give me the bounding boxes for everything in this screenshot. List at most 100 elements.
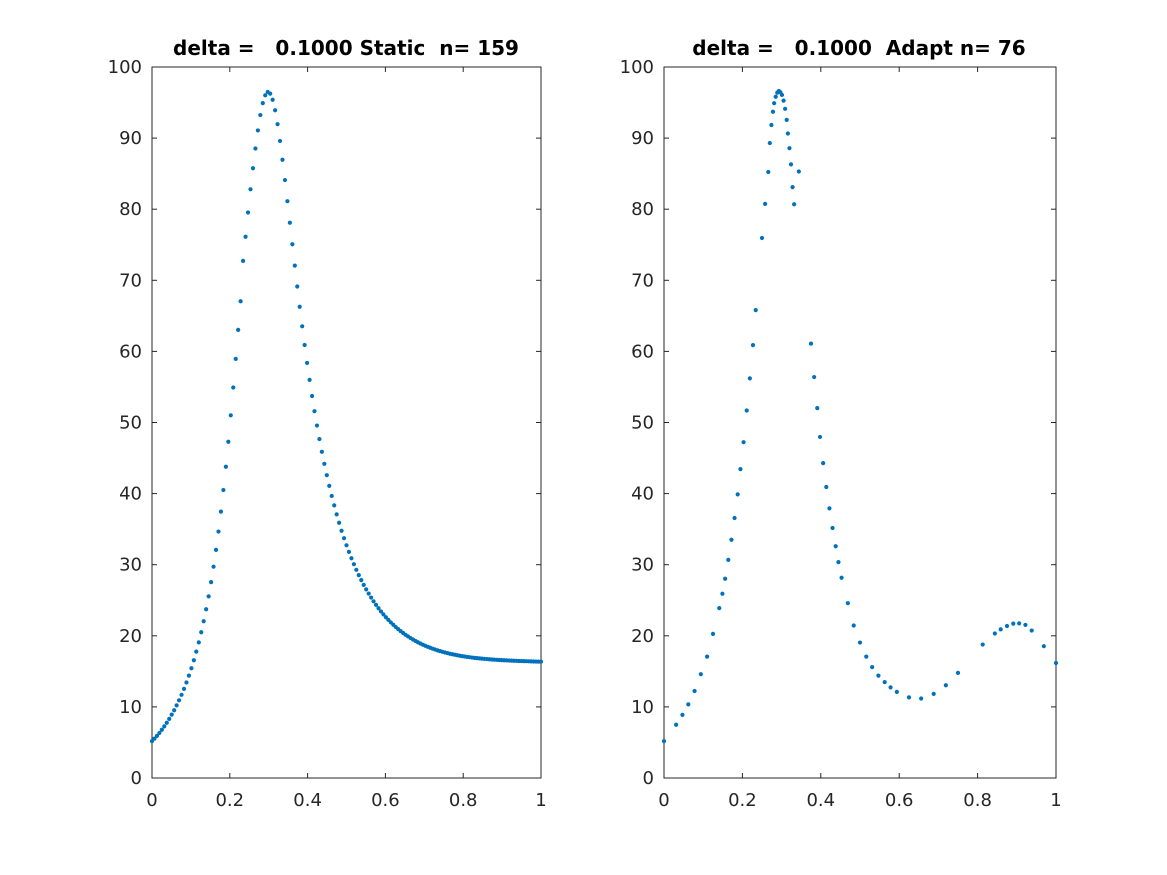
adapt-data-point (747, 376, 752, 381)
static-data-point (263, 93, 268, 98)
adapt-data-point (738, 467, 743, 472)
adapt-data-point (919, 696, 924, 701)
adapt-data-point (732, 515, 737, 521)
static-y-tick-label: 70 (119, 270, 142, 291)
adapt-data-point (888, 685, 893, 690)
adapt-y-tick-label: 20 (631, 626, 654, 647)
adapt-data-point (773, 94, 778, 99)
static-data-point (201, 619, 206, 624)
static-data-point (317, 436, 322, 442)
static-data-point (243, 234, 248, 239)
adapt-data-point (955, 670, 961, 675)
static-data-point (334, 512, 339, 517)
static-data-point (169, 712, 174, 717)
adapt-data-point (833, 544, 838, 549)
static-data-point (186, 673, 192, 678)
static-data-point (383, 615, 389, 620)
static-data-point (349, 556, 354, 561)
adapt-data-point (781, 98, 786, 103)
static-y-tick-label: 100 (108, 57, 142, 78)
adapt-data-point (931, 691, 936, 696)
adapt-y-tick-label: 70 (631, 270, 654, 291)
static-data-point (260, 101, 265, 106)
static-data-point (300, 324, 305, 329)
adapt-data-point (763, 201, 768, 206)
static-data-point (322, 461, 327, 466)
static-data-point (364, 587, 369, 592)
static-y-tick-label: 90 (119, 128, 142, 149)
static-data-point (174, 703, 179, 708)
adapt-data-point (766, 169, 771, 175)
static-data-point (275, 122, 280, 127)
static-data-point (327, 483, 332, 488)
adapt-data-point (943, 683, 948, 688)
static-data-point (179, 692, 184, 697)
static-data-point (376, 606, 381, 611)
static-data-point (154, 733, 160, 738)
adapt-data-point (705, 654, 710, 659)
adapt-x-tick-label: 0.6 (885, 790, 914, 811)
static-data-point (332, 503, 337, 508)
adapt-data-point (783, 106, 788, 111)
static-plot-title: delta = 0.1000 Static n= 159 (173, 36, 519, 60)
adapt-data-point (790, 185, 795, 190)
adapt-data-point (750, 343, 756, 348)
static-data-point (204, 607, 209, 612)
adapt-data-point (864, 654, 869, 659)
adapt-data-point (772, 101, 777, 106)
static-data-point (159, 727, 164, 732)
static-data-point (359, 578, 364, 583)
adapt-data-point (661, 739, 667, 744)
adapt-data-point (824, 484, 829, 490)
static-data-point (253, 146, 258, 151)
static-data-point (381, 612, 386, 617)
adapt-data-point (753, 308, 758, 313)
adapt-data-point (1041, 644, 1046, 649)
adapt-y-tick-label: 30 (631, 555, 654, 576)
static-data-point (164, 720, 169, 725)
adapt-data-point (1029, 628, 1034, 633)
adapt-data-point (698, 672, 703, 677)
static-y-tick-label: 0 (131, 768, 142, 789)
adapt-data-point (815, 406, 820, 411)
adapt-data-point (723, 576, 728, 581)
static-data-point (176, 698, 182, 703)
static-data-point (307, 377, 312, 383)
adapt-data-point (784, 117, 789, 122)
adapt-data-point (870, 664, 875, 670)
static-data-point (329, 493, 334, 499)
static-data-point (181, 686, 187, 692)
static-data-point (356, 573, 361, 578)
adapt-y-tick-label: 100 (620, 57, 654, 78)
static-data-point (282, 177, 288, 183)
static-data-point (290, 242, 295, 247)
static-y-tick-label: 60 (119, 341, 142, 362)
adapt-data-point (717, 606, 722, 611)
static-data-point (309, 393, 315, 399)
adapt-data-point (785, 131, 790, 136)
static-y-tick-label: 50 (119, 413, 142, 434)
adapt-data-point (836, 560, 841, 565)
static-x-tick-label: 0.8 (449, 790, 478, 811)
adapt-data-point (710, 631, 716, 636)
static-data-point (258, 112, 263, 118)
adapt-data-point (817, 434, 823, 440)
static-data-point (324, 473, 329, 478)
adapt-x-tick-label: 0.4 (806, 790, 835, 811)
static-data-point (339, 528, 344, 533)
static-data-point (191, 658, 196, 663)
static-data-point (292, 263, 297, 268)
static-data-point (373, 602, 379, 607)
static-data-point (314, 423, 320, 428)
adapt-data-point (769, 122, 774, 128)
adapt-data-point (839, 575, 844, 580)
static-data-point (211, 564, 216, 569)
adapt-data-point (720, 591, 725, 596)
static-data-point (236, 327, 241, 332)
static-data-point (238, 299, 243, 304)
adapt-data-point (792, 202, 797, 207)
static-data-point (241, 258, 246, 263)
static-data-point (228, 413, 233, 418)
adapt-data-point (827, 506, 832, 511)
